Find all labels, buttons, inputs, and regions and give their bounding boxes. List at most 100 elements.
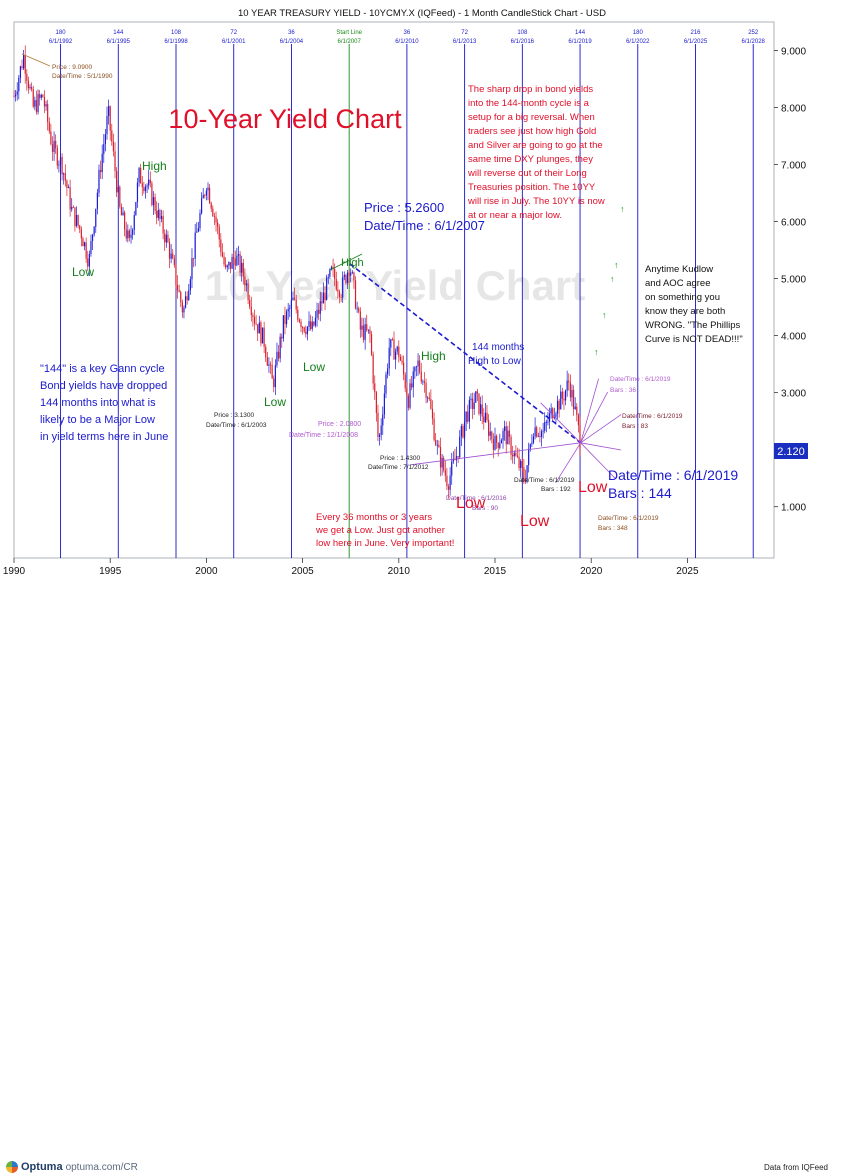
candle-body	[484, 412, 486, 423]
candle-body	[465, 411, 467, 422]
candle-body	[407, 395, 410, 408]
logo-name: Optuma	[21, 1161, 63, 1173]
candle-body	[173, 258, 175, 266]
cycle-date-label: 6/1/2001	[222, 39, 246, 45]
candle-body	[433, 418, 435, 441]
y-tick-label: 9.000	[781, 47, 806, 58]
candle-body	[489, 431, 491, 436]
candle-body	[233, 257, 235, 259]
candle-body	[143, 187, 145, 192]
top-text-line: same time DXY plunges, they	[468, 154, 593, 165]
candle-body	[167, 234, 169, 243]
callout-1990-date: Date/Time : 5/1/1990	[52, 73, 113, 80]
candle-body	[119, 186, 121, 207]
candle-body	[99, 169, 102, 173]
top-text-line: at or near a major low.	[468, 210, 562, 221]
cycle-count-label: 72	[461, 30, 468, 36]
candle-body	[414, 367, 416, 372]
candle-body	[162, 216, 164, 234]
x-tick-label: 2015	[484, 566, 507, 577]
candle-body	[406, 388, 408, 396]
candle-body	[26, 73, 28, 81]
candle-body	[473, 402, 475, 409]
candle-body	[268, 364, 270, 366]
candle-body	[475, 391, 477, 403]
candle-body	[244, 276, 246, 286]
candle-body	[241, 262, 243, 273]
candle-body	[273, 378, 275, 388]
fan-line	[580, 391, 608, 444]
high-label-2011: High	[421, 349, 446, 363]
cycle-lines: 180 6/1/1992 144 6/1/1995 108 6/1/1998 72 6/1/2…	[49, 30, 766, 558]
candle-body	[441, 457, 443, 468]
candle-body	[292, 297, 294, 301]
gann-text-line: 144 months into what is	[40, 397, 156, 409]
candle-body	[285, 311, 288, 325]
optuma-logo-icon	[6, 1161, 18, 1173]
callout-2016-bars: Bars : 90	[472, 505, 498, 512]
candle-body	[324, 292, 326, 300]
candle-body	[16, 91, 18, 95]
y-tick-label: 6.000	[781, 218, 806, 229]
x-tick-label: 2010	[388, 566, 411, 577]
optuma-logo: Optuma optuma.com/CR	[6, 1161, 138, 1173]
projection-arrows: ↑ ↑ ↑ ↑ ↑	[594, 204, 625, 357]
kudlow-text-line: Anytime Kudlow	[645, 264, 713, 275]
candle-body	[390, 339, 392, 348]
candle-body	[419, 360, 421, 372]
fan-line	[410, 442, 581, 466]
candle-body	[258, 322, 260, 334]
every36-text-line: Every 36 months or 3 years	[316, 512, 432, 523]
candle-body	[512, 454, 514, 457]
trend-line-144-months	[349, 263, 582, 444]
fan-line	[580, 378, 600, 443]
candle-body	[242, 262, 244, 277]
chart-frame: 10 YEAR TREASURY YIELD - 10YCMY.X (IQFee…	[2, 8, 808, 577]
candle-body	[380, 425, 382, 435]
kudlow-text-line: on something you	[645, 292, 720, 303]
candle-body	[478, 393, 480, 414]
kudlow-text-line: know they are both	[645, 306, 725, 317]
candle-body	[67, 187, 70, 188]
candle-body	[342, 277, 344, 298]
fan-line	[580, 442, 622, 451]
gann-text-block: "144" is a key Gann cycle Bond yields ha…	[40, 363, 168, 443]
candle-body	[156, 210, 158, 218]
candle-body	[399, 356, 402, 361]
candle-body	[378, 434, 381, 437]
candle-body	[77, 214, 79, 226]
candle-body	[249, 300, 251, 307]
cycle-date-label: 6/1/2019	[568, 39, 592, 45]
candle-body	[313, 321, 315, 326]
candle-body	[168, 242, 171, 259]
x-tick-label: 2005	[291, 566, 314, 577]
candle-body	[507, 430, 509, 445]
callout-2008-date: Date/Time : 12/1/2008	[289, 432, 358, 439]
candle-body	[322, 292, 325, 304]
cycle-date-label: 6/1/1998	[164, 39, 188, 45]
candle-body	[63, 173, 65, 175]
chart-svg: 10 YEAR TREASURY YIELD - 10YCMY.X (IQFee…	[2, 8, 808, 577]
candle-body	[287, 308, 289, 312]
candle-body	[218, 226, 220, 240]
candle-body	[540, 431, 543, 437]
callout-2007-price: Price : 5.2600	[364, 200, 444, 215]
callout-2019b-bars: Bars : 36	[610, 387, 636, 394]
candle-body	[555, 413, 557, 417]
candle-body	[204, 195, 206, 196]
candle-body	[281, 336, 283, 339]
candle-body	[132, 229, 134, 235]
candle-body	[343, 275, 345, 278]
candle-body	[197, 228, 199, 232]
candle-body	[428, 397, 430, 400]
x-axis: 1990 1995 2000 2005 2010 2015 2020 2025	[3, 558, 699, 577]
candle-body	[90, 241, 92, 255]
candle-body	[91, 234, 94, 242]
candle-body	[290, 300, 292, 308]
candle-body	[212, 208, 214, 216]
candle-body	[436, 444, 438, 446]
candle-body	[346, 272, 349, 283]
candle-body	[468, 400, 470, 422]
candle-body	[516, 455, 519, 457]
y-tick-label: 3.000	[781, 389, 806, 400]
